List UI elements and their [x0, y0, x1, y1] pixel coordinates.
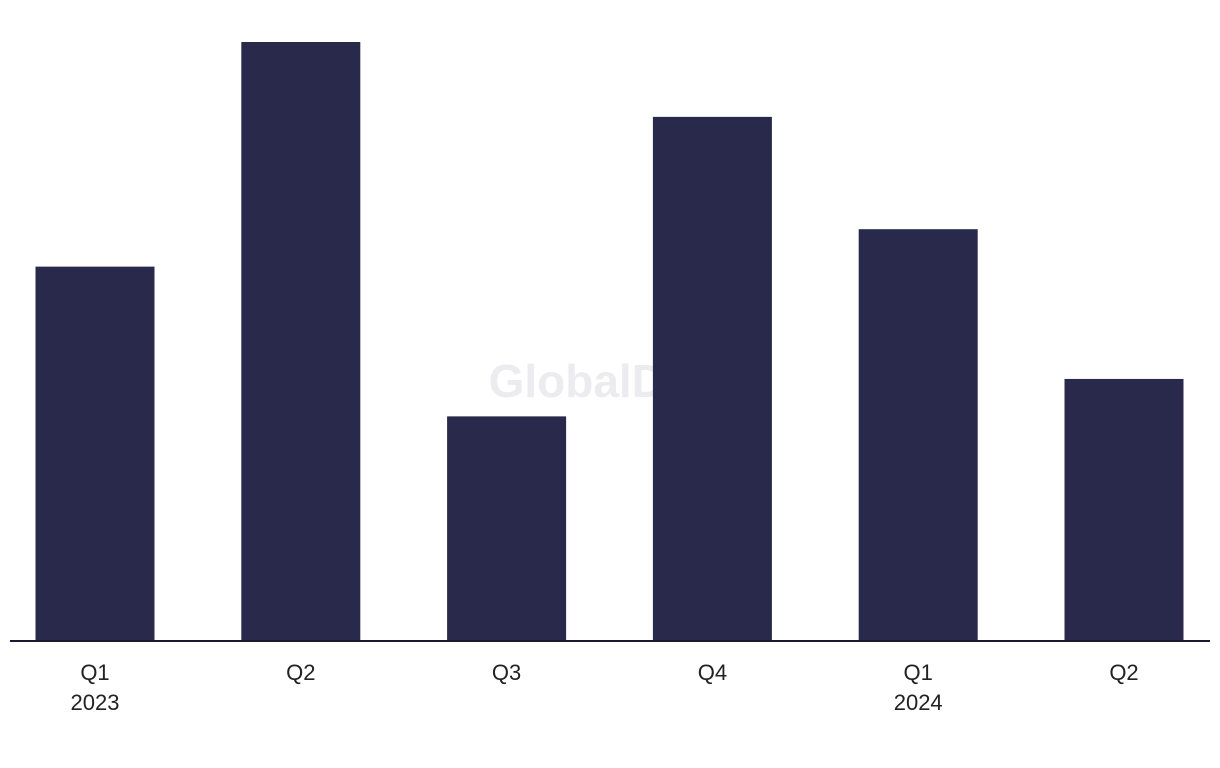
x-group-label: 2023	[71, 690, 120, 715]
x-tick-label: Q4	[698, 660, 727, 685]
x-tick-label: Q2	[1109, 660, 1138, 685]
x-group-label: 2024	[894, 690, 943, 715]
bar	[1064, 378, 1184, 641]
x-tick-label: Q1	[80, 660, 109, 685]
bar	[652, 116, 772, 641]
bar	[858, 229, 978, 641]
x-tick-label: Q1	[904, 660, 933, 685]
x-tick-label: Q3	[492, 660, 521, 685]
bar	[447, 416, 567, 641]
bar	[241, 42, 361, 641]
x-tick-label: Q2	[286, 660, 315, 685]
bar	[35, 266, 155, 641]
